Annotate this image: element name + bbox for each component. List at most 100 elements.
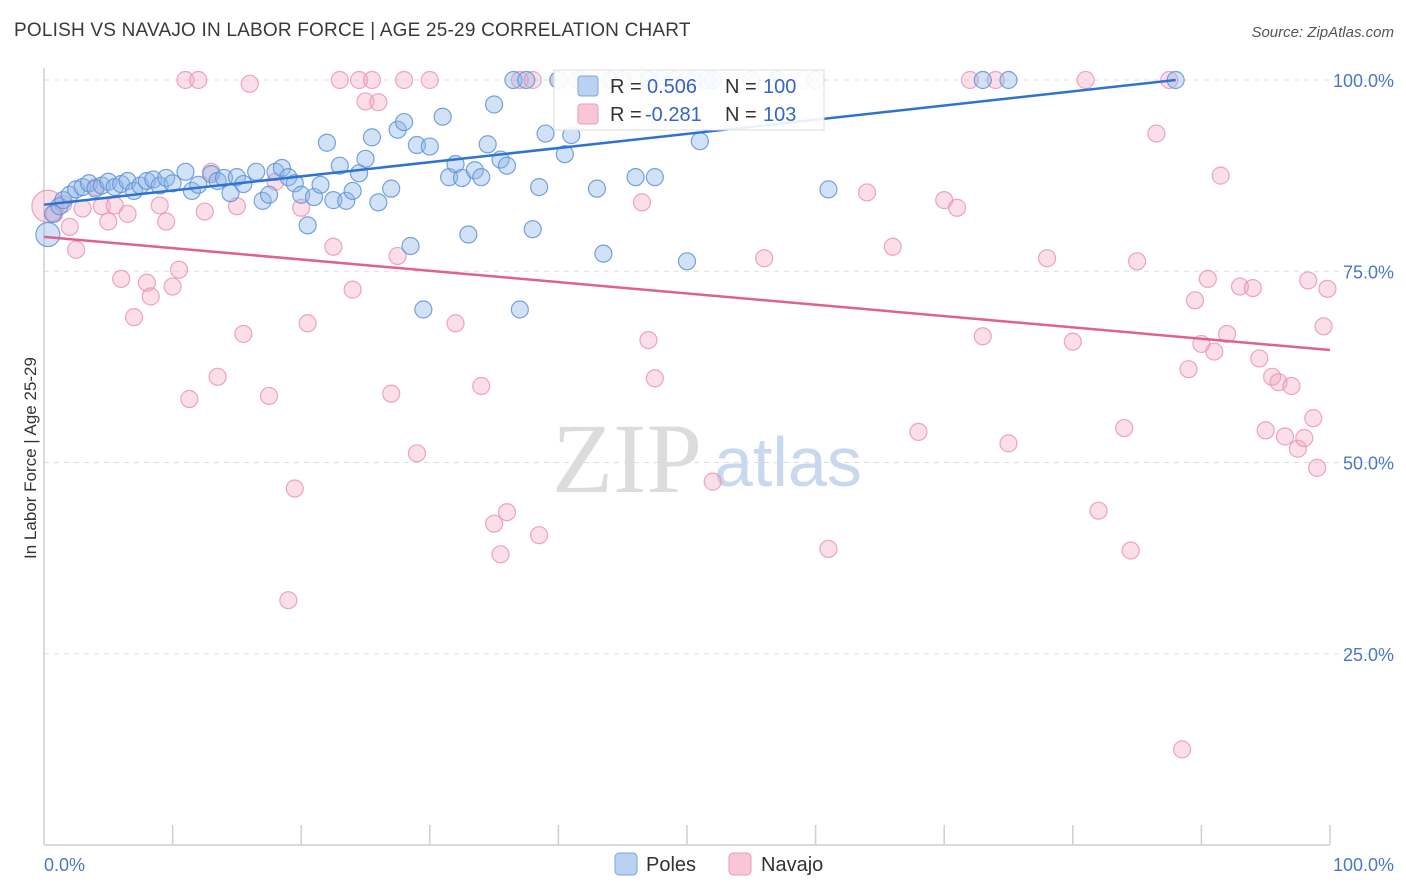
navajo-point (1218, 324, 1237, 344)
poles-point (330, 156, 349, 175)
navajo-point (491, 545, 510, 564)
poles-point (414, 300, 433, 319)
poles-point (247, 162, 266, 181)
navajo-point (279, 591, 298, 610)
navajo-point (1314, 317, 1333, 336)
poles-point (594, 244, 613, 263)
poles-point (677, 252, 697, 271)
navajo-point (292, 198, 311, 217)
poles-point (382, 179, 401, 198)
poles-point (337, 191, 356, 210)
navajo-point (1288, 439, 1307, 458)
correlation-legend: R = 0.506 N = 100 R = -0.281 N = 103 (553, 69, 825, 131)
y-axis-tick-labels: 25.0% 50.0% 75.0% 100.0% (1333, 71, 1394, 665)
poles-point (259, 185, 279, 204)
navajo-legend-label: Navajo (761, 854, 823, 876)
navajo-point (1063, 332, 1082, 351)
navajo-trend-line (43, 235, 1331, 352)
navajo-point (99, 212, 118, 231)
navajo-point (157, 212, 176, 231)
navajo-point (1282, 376, 1301, 396)
poles-point (317, 133, 337, 152)
poles-point (214, 168, 234, 188)
navajo-point (510, 70, 529, 90)
navajo-point (388, 246, 407, 266)
navajo-point (382, 384, 401, 403)
navajo-point (1121, 541, 1140, 560)
x-axis-tick-labels: 0.0% 100.0% (44, 855, 1394, 875)
navajo-point (176, 70, 195, 90)
poles-point (311, 175, 330, 194)
poles-point (530, 178, 549, 197)
navajo-legend-swatch (577, 103, 599, 125)
navajo-point (394, 70, 414, 90)
navajo-point (420, 70, 439, 90)
navajo-point (1256, 421, 1275, 440)
navajo-point (240, 74, 259, 93)
poles-point (324, 191, 343, 210)
navajo-point (1205, 342, 1224, 361)
navajo-points (31, 70, 1337, 759)
poles-point (819, 180, 838, 199)
navajo-point (1318, 279, 1337, 298)
poles-point (626, 168, 645, 187)
navajo-point (163, 277, 182, 296)
poles-point (973, 70, 992, 90)
poles-point (587, 179, 607, 198)
poles-point (420, 137, 439, 156)
poles-point (394, 112, 414, 132)
navajo-point (1308, 458, 1327, 477)
navajo-point (1295, 428, 1314, 448)
poles-point (485, 95, 504, 114)
row1-r-label: R = (610, 76, 642, 98)
poles-point (401, 236, 420, 256)
navajo-point (330, 70, 349, 90)
y-tick-label-25: 25.0% (1343, 645, 1394, 665)
navajo-swatch (728, 852, 752, 876)
navajo-point (180, 389, 199, 409)
poles-point (176, 162, 195, 181)
trend-lines (43, 78, 1331, 352)
poles-point (523, 220, 542, 239)
navajo-point (137, 273, 156, 292)
navajo-point (1250, 349, 1269, 368)
navajo-point (141, 287, 160, 306)
navajo-point (362, 70, 382, 90)
poles-point (472, 168, 491, 187)
navajo-point (960, 70, 980, 90)
x-axis-ticks (171, 825, 1331, 845)
poles-point (362, 128, 382, 147)
navajo-point (112, 269, 131, 288)
series-legend: Poles Navajo (614, 852, 823, 876)
navajo-point (639, 331, 658, 350)
navajo-point (1185, 291, 1205, 310)
poles-point (555, 145, 574, 164)
poles-legend-label: Poles (646, 854, 696, 876)
poles-point (999, 70, 1018, 90)
source-label: Source: ZipAtlas.com (1251, 24, 1394, 41)
row2-n-value: 103 (763, 104, 796, 126)
poles-point (369, 193, 388, 212)
navajo-point (1173, 740, 1192, 759)
navajo-point (1037, 249, 1057, 268)
navajo-point (169, 260, 189, 279)
navajo-point (195, 202, 214, 221)
navajo-point (407, 444, 427, 463)
poles-point (465, 161, 484, 180)
watermark-atlas: atlas (714, 423, 862, 501)
navajo-point (986, 70, 1005, 90)
poles-point (517, 70, 536, 90)
navajo-point (349, 70, 369, 90)
poles-point (35, 221, 61, 248)
navajo-point (857, 183, 877, 202)
navajo-point (1198, 269, 1217, 288)
navajo-point (1275, 427, 1295, 446)
navajo-point (118, 204, 137, 223)
navajo-point (73, 199, 92, 218)
navajo-point (67, 240, 86, 259)
row2-n-label: N = (725, 104, 757, 126)
navajo-point (60, 217, 79, 236)
navajo-point (909, 422, 928, 441)
navajo-point (973, 327, 992, 346)
poles-point (504, 70, 523, 90)
